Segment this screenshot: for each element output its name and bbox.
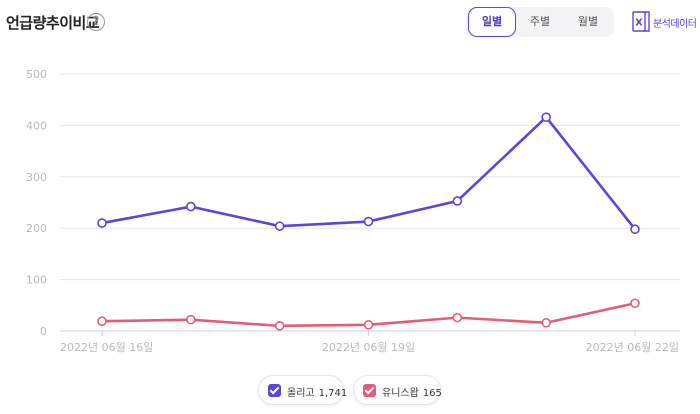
x-tick-label: 2022년 06월 19일 — [322, 340, 415, 354]
page-title: 언급량추이비교 — [6, 14, 100, 32]
legend-total-1: 165 — [422, 388, 442, 399]
legend-checkbox-0[interactable] — [268, 384, 281, 397]
tab-daily[interactable]: 일별 — [468, 7, 516, 37]
help-icon[interactable]: ? — [87, 13, 105, 31]
legend-item-series-1[interactable]: 유니스왑 165 — [353, 375, 442, 405]
series-line-0 — [101, 115, 637, 231]
series-1-point[interactable] — [630, 298, 640, 309]
export-data-label: 분석데이터 — [653, 19, 697, 30]
series-1-point[interactable] — [541, 317, 551, 328]
tab-weekly[interactable]: 주별 — [529, 15, 551, 28]
excel-icon-glyph: X — [635, 18, 643, 29]
legend-item-series-0[interactable]: 올리고 1,741 — [258, 375, 347, 405]
series-0-point[interactable] — [541, 112, 551, 122]
legend-total-0: 1,741 — [318, 388, 348, 399]
series-1-point[interactable] — [452, 312, 463, 323]
series-0-point[interactable] — [97, 218, 107, 228]
y-tick-label: 500 — [26, 68, 47, 81]
series-0-point[interactable] — [186, 201, 196, 212]
x-tick-label: 2022년 06월 16일 — [60, 340, 153, 354]
series-0-point[interactable] — [363, 216, 374, 227]
series-1-point[interactable] — [97, 316, 107, 327]
legend-label-0: 올리고 — [287, 388, 315, 399]
period-tabs: 일별 주별 월별 — [466, 7, 614, 37]
series-0-point[interactable] — [274, 221, 285, 231]
chart-header: 언급량추이비교 ? 일별 주별 월별 X 분석데이터 — [0, 0, 700, 46]
y-tick-label: 200 — [26, 222, 47, 235]
series-0-point[interactable] — [452, 196, 463, 206]
series-1-point[interactable] — [363, 320, 374, 330]
y-tick-label: 400 — [26, 119, 47, 132]
series-1-point[interactable] — [186, 314, 196, 325]
y-axis: 0 100 200 300 400 500 — [26, 68, 47, 338]
x-axis: 2022년 06월 16일 2022년 06월 19일 2022년 06월 22일 — [60, 331, 679, 354]
legend-label-1: 유니스왑 — [382, 388, 419, 399]
tab-monthly[interactable]: 월별 — [577, 15, 599, 28]
excel-icon: X — [632, 11, 650, 32]
legend-checkbox-1[interactable] — [363, 384, 376, 397]
x-tick-label: 2022년 06월 22일 — [586, 340, 679, 354]
y-tick-label: 300 — [26, 171, 47, 184]
series-1-point[interactable] — [274, 321, 285, 331]
y-tick-label: 0 — [40, 325, 47, 338]
series — [97, 112, 640, 331]
grid — [60, 73, 680, 332]
y-tick-label: 100 — [26, 274, 47, 287]
series-0-point[interactable] — [630, 224, 640, 235]
